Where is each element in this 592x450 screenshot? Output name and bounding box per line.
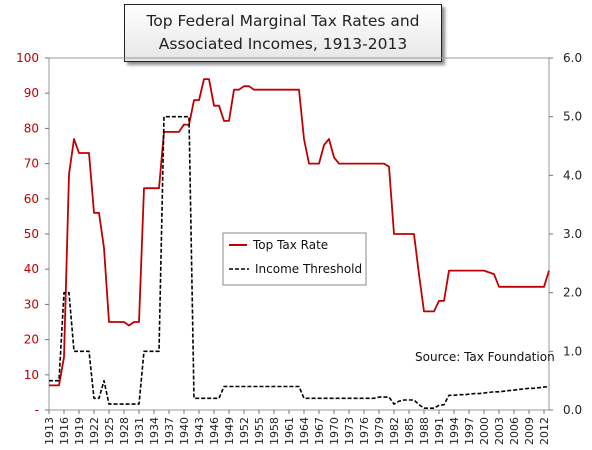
x-tick-label: 1973 xyxy=(343,417,356,445)
x-tick-label: 1940 xyxy=(178,417,191,445)
x-tick-label: 2012 xyxy=(538,417,551,445)
left-tick-label: 60 xyxy=(24,192,39,206)
left-tick-label: 70 xyxy=(24,157,39,171)
x-tick-label: 1961 xyxy=(283,417,296,445)
right-tick-label: 0.0 xyxy=(563,403,582,417)
x-tick-label: 1943 xyxy=(193,417,206,445)
x-tick-label: 1958 xyxy=(268,417,281,445)
right-tick-label: 5.0 xyxy=(563,110,582,124)
left-tick-label: 20 xyxy=(24,333,39,347)
right-tick-label: 6.0 xyxy=(563,51,582,65)
x-tick-label: 1916 xyxy=(58,417,71,445)
right-tick-label: 3.0 xyxy=(563,227,582,241)
left-tick-label: 100 xyxy=(16,51,39,65)
series-line-top-tax-rate xyxy=(49,78,550,387)
x-tick-label: 1970 xyxy=(328,417,341,445)
legend-box xyxy=(222,232,367,286)
x-tick-label: 2000 xyxy=(478,417,491,445)
x-tick-label: 1979 xyxy=(373,417,386,445)
x-tick-label: 1946 xyxy=(208,417,221,445)
right-tick-label: 1.0 xyxy=(563,344,582,358)
x-tick-label: 2003 xyxy=(493,417,506,445)
chart-title-box: Top Federal Marginal Tax Rates and Assoc… xyxy=(124,4,442,62)
x-tick-label: 1955 xyxy=(253,417,266,445)
left-tick-label: 40 xyxy=(24,262,39,276)
x-tick-label: 1997 xyxy=(463,417,476,445)
x-tick-label: 1982 xyxy=(388,417,401,445)
legend-label-income-threshold: Income Threshold xyxy=(255,262,362,276)
x-tick-label: 1952 xyxy=(238,417,251,445)
left-tick-label: - xyxy=(35,403,39,417)
x-tick-label: 1928 xyxy=(118,417,131,445)
chart-title-line2: Associated Incomes, 1913-2013 xyxy=(158,35,408,53)
series-line-income-threshold xyxy=(49,115,550,409)
x-tick-label: 1925 xyxy=(103,417,116,445)
x-tick-label: 1919 xyxy=(73,417,86,445)
x-tick-label: 1934 xyxy=(148,417,161,445)
x-tick-label: 1937 xyxy=(163,417,176,445)
x-tick-label: 1949 xyxy=(223,417,236,445)
legend: Top Tax Rate Income Threshold xyxy=(222,232,367,286)
left-tick-label: 30 xyxy=(24,297,39,311)
source-annotation: Source: Tax Foundation xyxy=(415,350,555,364)
x-tick-label: 1913 xyxy=(43,417,56,445)
x-tick-label: 2006 xyxy=(508,417,521,445)
right-tick-label: 2.0 xyxy=(563,286,582,300)
x-tick-label: 1976 xyxy=(358,417,371,445)
right-tick-label: 4.0 xyxy=(563,168,582,182)
left-tick-label: 50 xyxy=(24,227,39,241)
x-tick-label: 1922 xyxy=(88,417,101,445)
x-tick-label: 1964 xyxy=(298,417,311,445)
x-tick-label: 1985 xyxy=(403,417,416,445)
x-tick-label: 1931 xyxy=(133,417,146,445)
x-tick-label: 1991 xyxy=(433,417,446,445)
x-tick-label: 1967 xyxy=(313,417,326,445)
left-tick-label: 10 xyxy=(24,368,39,382)
x-tick-label: 2009 xyxy=(523,417,536,445)
left-tick-label: 80 xyxy=(24,121,39,135)
left-tick-label: 90 xyxy=(24,86,39,100)
x-tick-label: 1988 xyxy=(418,417,431,445)
x-tick-label: 1994 xyxy=(448,417,461,445)
chart-title-line1: Top Federal Marginal Tax Rates and xyxy=(146,12,420,30)
legend-label-top-tax-rate: Top Tax Rate xyxy=(252,238,328,252)
